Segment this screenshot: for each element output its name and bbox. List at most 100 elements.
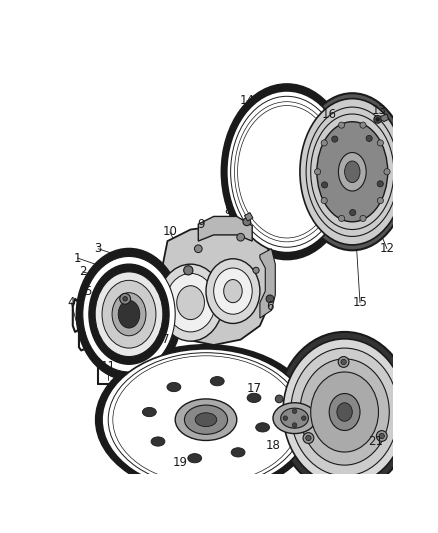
Ellipse shape [112,293,146,336]
Circle shape [194,245,202,253]
Ellipse shape [300,99,405,245]
Text: 13: 13 [372,103,387,117]
Ellipse shape [291,348,399,476]
Ellipse shape [210,377,224,386]
Ellipse shape [231,448,245,457]
Text: 8: 8 [225,204,232,217]
Ellipse shape [277,332,412,492]
Ellipse shape [281,408,308,428]
Ellipse shape [151,437,165,446]
Ellipse shape [177,286,205,320]
Circle shape [339,122,345,128]
Polygon shape [381,114,389,122]
Ellipse shape [175,399,237,440]
Circle shape [321,198,327,204]
Ellipse shape [83,256,175,372]
Text: 4: 4 [67,296,75,309]
Circle shape [266,295,274,303]
Circle shape [292,423,297,427]
Circle shape [184,265,193,275]
Ellipse shape [184,405,228,434]
Text: 3: 3 [95,243,102,255]
Ellipse shape [317,122,388,222]
Ellipse shape [329,393,360,431]
Ellipse shape [102,349,310,490]
Ellipse shape [77,249,181,379]
Ellipse shape [195,413,217,426]
Ellipse shape [227,91,347,253]
Circle shape [379,433,385,439]
Circle shape [123,296,127,301]
Ellipse shape [142,407,156,417]
Ellipse shape [214,268,252,314]
Ellipse shape [283,339,406,485]
Ellipse shape [102,280,156,348]
Circle shape [384,168,390,175]
Ellipse shape [96,345,316,495]
Text: 15: 15 [353,296,367,309]
Ellipse shape [337,403,352,421]
Text: 18: 18 [265,439,280,451]
Circle shape [243,218,251,225]
Text: 5: 5 [85,285,92,297]
Circle shape [283,416,288,421]
Circle shape [376,117,380,122]
Circle shape [321,140,327,146]
Circle shape [306,435,311,441]
Circle shape [276,395,283,403]
Text: 2: 2 [79,265,87,278]
Text: 16: 16 [321,108,337,120]
Ellipse shape [256,423,269,432]
Ellipse shape [188,454,201,463]
Circle shape [332,136,338,142]
Circle shape [237,233,244,241]
Ellipse shape [166,273,215,332]
Text: 14: 14 [239,94,254,108]
Circle shape [301,416,306,421]
Circle shape [321,182,328,188]
Ellipse shape [206,259,260,324]
Polygon shape [198,216,252,241]
Circle shape [360,122,366,128]
Ellipse shape [296,93,409,251]
Text: 6: 6 [266,300,274,313]
Circle shape [377,181,383,187]
Circle shape [338,357,349,367]
Ellipse shape [95,272,163,357]
Circle shape [120,294,131,304]
Circle shape [253,267,259,273]
Circle shape [350,209,356,216]
Ellipse shape [167,383,181,392]
Ellipse shape [273,403,316,433]
Circle shape [314,168,321,175]
Text: 9: 9 [197,217,205,231]
Ellipse shape [311,372,378,452]
Circle shape [339,215,345,222]
Ellipse shape [89,264,169,364]
Ellipse shape [345,161,360,182]
Circle shape [374,116,381,123]
Circle shape [292,409,297,414]
Polygon shape [244,213,253,221]
Ellipse shape [339,152,366,191]
Ellipse shape [118,301,140,328]
Text: 17: 17 [247,382,262,395]
Ellipse shape [224,280,242,303]
Ellipse shape [158,264,223,341]
Polygon shape [260,249,276,318]
Text: 7: 7 [162,333,170,346]
Text: 1: 1 [74,252,81,264]
Circle shape [303,433,314,443]
Text: 21: 21 [368,435,383,448]
Circle shape [360,215,366,222]
Polygon shape [162,225,272,345]
Text: 19: 19 [173,456,188,470]
Text: 11: 11 [101,360,116,373]
Circle shape [377,140,383,146]
Circle shape [366,135,372,141]
Text: 12: 12 [379,243,395,255]
Text: 10: 10 [162,225,177,238]
Ellipse shape [221,84,352,260]
Circle shape [377,198,383,204]
Ellipse shape [247,393,261,402]
